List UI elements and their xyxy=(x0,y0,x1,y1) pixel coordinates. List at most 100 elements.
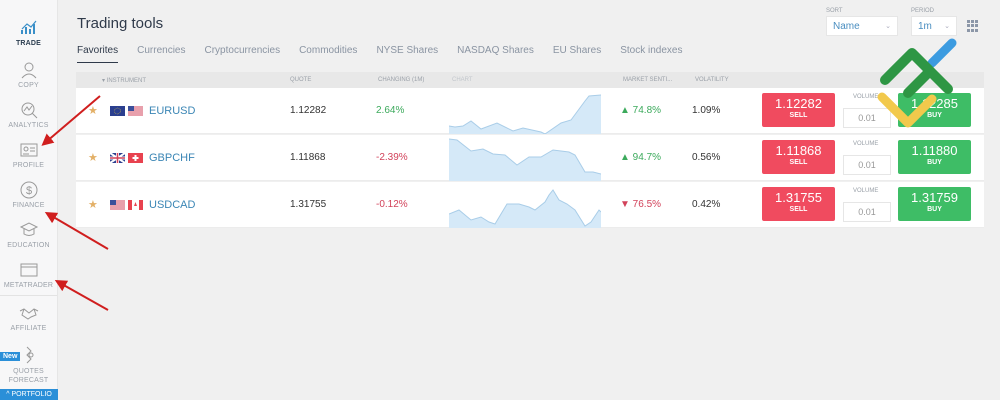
change-value: 2.64% xyxy=(376,105,405,116)
sidebar-item-label: AFFILIATE xyxy=(10,325,47,332)
tab-eu-shares[interactable]: EU Shares xyxy=(552,45,602,56)
analytics-icon xyxy=(21,102,37,119)
sort-label: SORT xyxy=(826,8,843,14)
sell-label: SELL xyxy=(789,112,808,119)
us-flag-icon xyxy=(110,200,125,210)
period-label: PERIOD xyxy=(911,8,935,14)
col-volatility[interactable]: VOLATILITY xyxy=(695,77,729,83)
star-icon[interactable]: ★ xyxy=(88,105,98,117)
sidebar-item-profile[interactable]: PROFILE xyxy=(0,140,57,169)
sidebar-item-trade[interactable]: TRADE xyxy=(0,18,57,47)
tab-favorites[interactable]: Favorites xyxy=(77,45,119,63)
col-changing[interactable]: CHANGING (1M) xyxy=(378,77,425,83)
buy-label: BUY xyxy=(927,159,942,166)
sidebar-item-label: ANALYTICS xyxy=(8,122,49,129)
user-icon xyxy=(21,62,36,79)
sort-select[interactable]: Name ⌄ xyxy=(826,16,898,36)
buy-button[interactable]: 1.31759 BUY xyxy=(898,187,971,221)
tab-commodities[interactable]: Commodities xyxy=(299,45,358,56)
sidebar-item-analytics[interactable]: ANALYTICS xyxy=(0,100,57,129)
sell-button[interactable]: 1.11868 SELL xyxy=(762,140,835,174)
sidebar-item-label: PROFILE xyxy=(12,162,45,169)
canada-flag-icon xyxy=(128,200,143,210)
instrument-symbol[interactable]: USDCAD xyxy=(149,199,196,211)
star-icon[interactable]: ★ xyxy=(88,152,98,164)
swiss-flag-icon xyxy=(128,153,143,163)
col-market-sentiment[interactable]: MARKET SENTI... xyxy=(623,77,673,83)
volatility-value: 0.56% xyxy=(692,152,721,163)
tab-nyse-shares[interactable]: NYSE Shares xyxy=(376,45,439,56)
sell-label: SELL xyxy=(789,206,808,213)
sidebar-item-finance[interactable]: $ FINANCE xyxy=(0,180,57,209)
buy-label: BUY xyxy=(927,112,942,119)
table-row[interactable]: ★ EURUSD 1.12282 2.64% ▲ 74.8% 1.09% 1.1… xyxy=(76,88,984,134)
sidebar-item-label: METATRADER xyxy=(3,282,54,289)
star-icon[interactable]: ★ xyxy=(88,199,98,211)
page-title: Trading tools xyxy=(77,15,164,32)
quote-value: 1.31755 xyxy=(290,199,327,210)
table-row[interactable]: ★ USDCAD 1.31755 -0.12% ▼ 76.5% 0.42% 1.… xyxy=(76,182,984,228)
instrument-symbol[interactable]: EURUSD xyxy=(149,105,196,117)
volume-input[interactable]: 0.01 xyxy=(843,155,891,175)
tab-stock-indexes[interactable]: Stock indexes xyxy=(620,45,683,56)
new-badge: New xyxy=(0,352,21,361)
sidebar-item-education[interactable]: EDUCATION xyxy=(0,220,57,249)
sidebar-item-affiliate[interactable]: AFFILIATE xyxy=(0,303,57,332)
table-header: ▾ INSTRUMENT QUOTE CHANGING (1M) CHART M… xyxy=(76,72,984,88)
sidebar-item-label: EDUCATION xyxy=(7,242,50,249)
chevron-down-icon: ⌄ xyxy=(944,23,950,30)
change-value: -0.12% xyxy=(376,199,408,210)
buy-button[interactable]: 1.12285 BUY xyxy=(898,93,971,127)
portfolio-button[interactable]: ^ PORTFOLIO xyxy=(0,389,58,400)
sell-button[interactable]: 1.12282 SELL xyxy=(762,93,835,127)
col-instrument[interactable]: ▾ INSTRUMENT xyxy=(102,78,147,84)
sidebar-item-label: FINANCE xyxy=(12,202,45,209)
period-value: 1m xyxy=(918,21,932,32)
uk-flag-icon xyxy=(110,153,125,163)
us-flag-icon xyxy=(128,106,143,116)
tab-nasdaq-shares[interactable]: NASDAQ Shares xyxy=(457,45,534,56)
sidebar-item-label: QUOTES FORECAST xyxy=(8,368,49,384)
sidebar-item-label: TRADE xyxy=(15,40,42,47)
window-icon xyxy=(20,263,37,277)
grid-view-icon[interactable] xyxy=(967,20,979,32)
graduation-cap-icon xyxy=(19,222,38,236)
forecast-icon xyxy=(25,346,33,364)
change-value: -2.39% xyxy=(376,152,408,163)
buy-price: 1.11880 xyxy=(911,143,958,158)
volatility-value: 1.09% xyxy=(692,105,721,116)
sparkline-chart xyxy=(449,94,601,134)
market-sentiment: ▼ 76.5% xyxy=(620,199,662,210)
sort-value: Name xyxy=(833,21,860,32)
col-quote[interactable]: QUOTE xyxy=(290,77,312,83)
sell-price: 1.12282 xyxy=(775,96,822,111)
sell-button[interactable]: 1.31755 SELL xyxy=(762,187,835,221)
sparkline-chart xyxy=(449,189,601,228)
tab-cryptocurrencies[interactable]: Cryptocurrencies xyxy=(204,45,281,56)
svg-text:$: $ xyxy=(25,185,31,197)
sell-label: SELL xyxy=(789,159,808,166)
sell-price: 1.31755 xyxy=(775,190,822,205)
period-select[interactable]: 1m ⌄ xyxy=(911,16,957,36)
dollar-icon: $ xyxy=(20,181,37,199)
buy-price: 1.12285 xyxy=(911,96,958,111)
volume-input[interactable]: 0.01 xyxy=(843,202,891,222)
sparkline-chart xyxy=(449,138,601,181)
sidebar: TRADE COPY ANALYTICS PROFILE $ FINANCE E… xyxy=(0,0,58,400)
table-row[interactable]: ★ GBPCHF 1.11868 -2.39% ▲ 94.7% 0.56% 1.… xyxy=(76,135,984,181)
volume-label: VOLUME xyxy=(853,188,879,194)
sidebar-item-copy[interactable]: COPY xyxy=(0,60,57,89)
eu-flag-icon xyxy=(110,106,125,116)
sidebar-item-quotes-forecast[interactable]: QUOTES FORECAST xyxy=(0,345,57,385)
market-sentiment: ▲ 74.8% xyxy=(620,105,662,116)
sidebar-item-metatrader[interactable]: METATRADER xyxy=(0,260,57,289)
instrument-symbol[interactable]: GBPCHF xyxy=(149,152,195,164)
buy-button[interactable]: 1.11880 BUY xyxy=(898,140,971,174)
volume-input[interactable]: 0.01 xyxy=(843,108,891,128)
market-sentiment: ▲ 94.7% xyxy=(620,152,662,163)
tab-currencies[interactable]: Currencies xyxy=(137,45,186,56)
quote-value: 1.11868 xyxy=(290,152,326,163)
id-card-icon xyxy=(20,143,37,157)
volume-label: VOLUME xyxy=(853,94,879,100)
sell-price: 1.11868 xyxy=(775,143,822,158)
